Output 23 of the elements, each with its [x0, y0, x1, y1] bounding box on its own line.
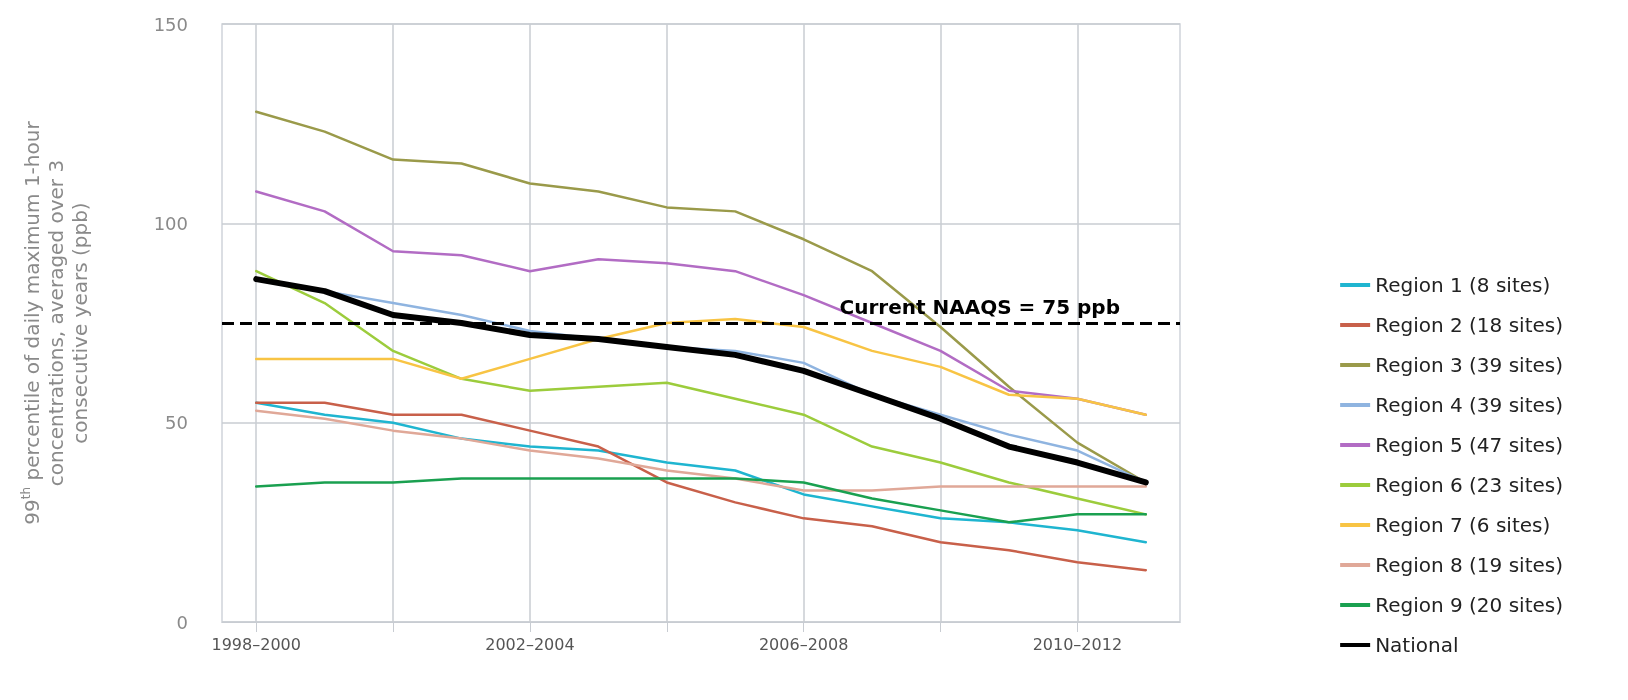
legend-label: Region 8 (19 sites) [1375, 553, 1564, 577]
line-series [254, 401, 1148, 572]
y-tick-label: 100 [153, 212, 188, 234]
legend-label: Region 1 (8 sites) [1375, 273, 1551, 297]
y-tick-label: 50 [165, 412, 188, 434]
y-tick-label: 0 [176, 611, 188, 633]
y-axis-title: 99th percentile of daily maximum 1-hour concentrations, averaged over 3 consecutive years (ppb) [19, 120, 92, 525]
x-tick-label: 1998–2000 [211, 634, 301, 654]
line-series [254, 477, 1148, 524]
x-tick-label: 2002–2004 [485, 634, 575, 654]
x-tick-label: 2006–2008 [758, 634, 849, 654]
legend-label: Region 9 (20 sites) [1375, 593, 1564, 617]
legend-label: Region 6 (23 sites) [1375, 473, 1564, 497]
legend-label: Region 5 (47 sites) [1375, 433, 1564, 457]
legend-label: Region 7 (6 sites) [1375, 513, 1551, 537]
legend-label: National [1375, 633, 1459, 657]
legend-label: Region 4 (39 sites) [1375, 393, 1564, 417]
line-series [254, 409, 1148, 492]
line-series [254, 317, 1148, 416]
legend-label: Region 2 (18 sites) [1375, 313, 1564, 337]
legend-label: Region 3 (39 sites) [1375, 353, 1564, 377]
y-tick-label: 150 [153, 13, 188, 35]
x-tick-label: 2010–2012 [1032, 634, 1123, 654]
